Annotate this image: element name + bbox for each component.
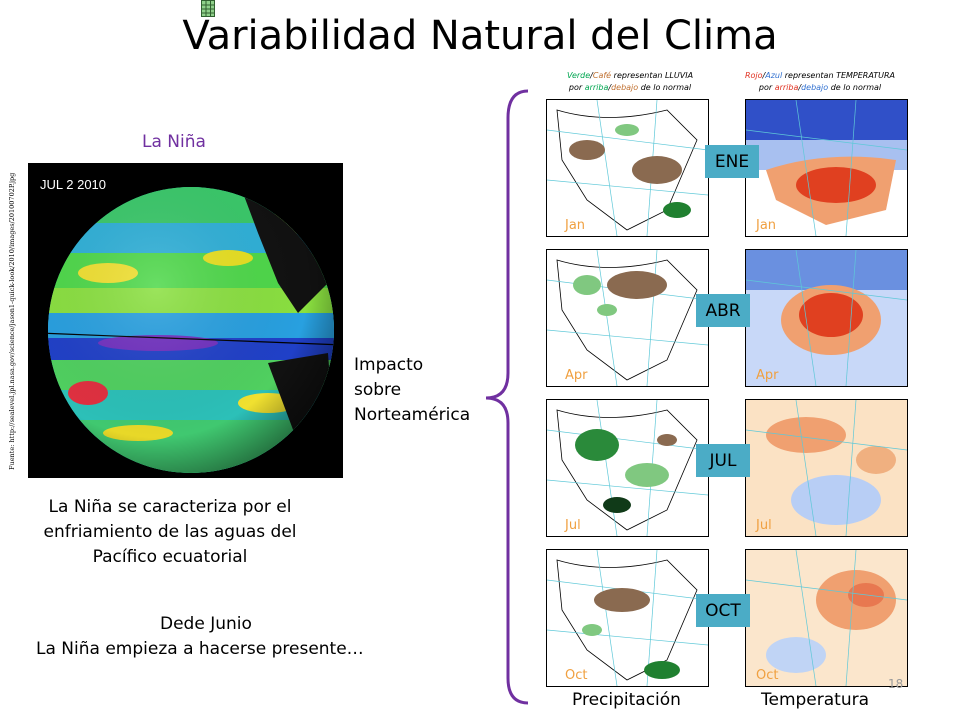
curly-bracket [485,89,529,705]
legend-sep: / [762,71,766,80]
image-source: Fuente: http://sealevel.jpl.nasa.gov/sci… [8,170,22,470]
impact-line-2: sobre [354,380,402,400]
temperature-label: Temperatura [761,690,870,710]
month-box-apr: ABR [696,294,750,327]
precipitation-label: Precipitación [572,690,681,710]
legend-above: arriba [584,83,609,92]
map-month-tag: Oct [756,668,779,683]
legend-below: debajo [801,83,829,92]
legend-brown: Café [592,71,612,80]
temp-map-oct: Oct [745,549,908,687]
legend-sep: / [798,83,802,92]
legend-text: de lo normal [638,83,692,92]
map-month-tag: Oct [565,668,588,683]
legend-above: arriba [774,83,799,92]
map-month-tag: Jan [756,218,777,233]
precip-map-jan: Jan [546,99,709,237]
legend-blue: Azul [765,71,783,80]
la-nina-present-text: La Niña empieza a hacerse presente… [36,639,364,659]
precip-legend: Verde/Café representan LLUVIA por arriba… [540,70,720,94]
precip-map-oct: Oct [546,549,709,687]
legend-sep: / [590,71,593,80]
page-title: Variabilidad Natural del Clima [182,13,778,59]
impact-line-1: Impacto [354,355,424,375]
temp-map-jan: Jan [745,99,908,237]
map-month-tag: Jan [565,218,586,233]
temp-legend: Rojo/Azul representan TEMPERATURA por ar… [725,70,915,94]
month-box-jul: JUL [696,444,750,477]
source-text: Fuente: http://sealevel.jpl.nasa.gov/sci… [8,172,16,470]
legend-green: Verde [566,71,591,80]
since-june-text: Dede Junio [160,614,252,634]
globe-date: JUL 2 2010 [40,177,106,192]
month-box-oct: OCT [696,594,750,627]
la-nina-description: La Niña se caracteriza por el enfriamien… [43,497,297,567]
impact-label: Impacto sobre Norteamérica [354,353,470,428]
impact-line-3: Norteamérica [354,405,471,425]
precip-map-jul: Jul [546,399,709,537]
sea-level-globe-image: JUL 2 2010 [28,163,343,478]
legend-text: por [568,83,585,92]
map-month-tag: Apr [565,368,588,383]
map-month-tag: Jul [565,518,581,533]
la-nina-label: La Niña [142,132,206,152]
legend-text: representan TEMPERATURA [782,71,896,80]
table-icon [201,0,215,17]
temp-map-jul: Jul [745,399,908,537]
legend-text: por [758,83,775,92]
temp-map-apr: Apr [745,249,908,387]
legend-red: Rojo [744,71,763,80]
legend-below: debajo [611,83,639,92]
map-month-tag: Jul [756,518,772,533]
page-number: 18 [888,677,904,691]
map-month-tag: Apr [756,368,779,383]
precip-map-apr: Apr [546,249,709,387]
legend-text: de lo normal [828,83,882,92]
month-box-jan: ENE [705,145,759,178]
legend-text: representan LLUVIA [611,71,694,80]
legend-sep: / [608,83,612,92]
